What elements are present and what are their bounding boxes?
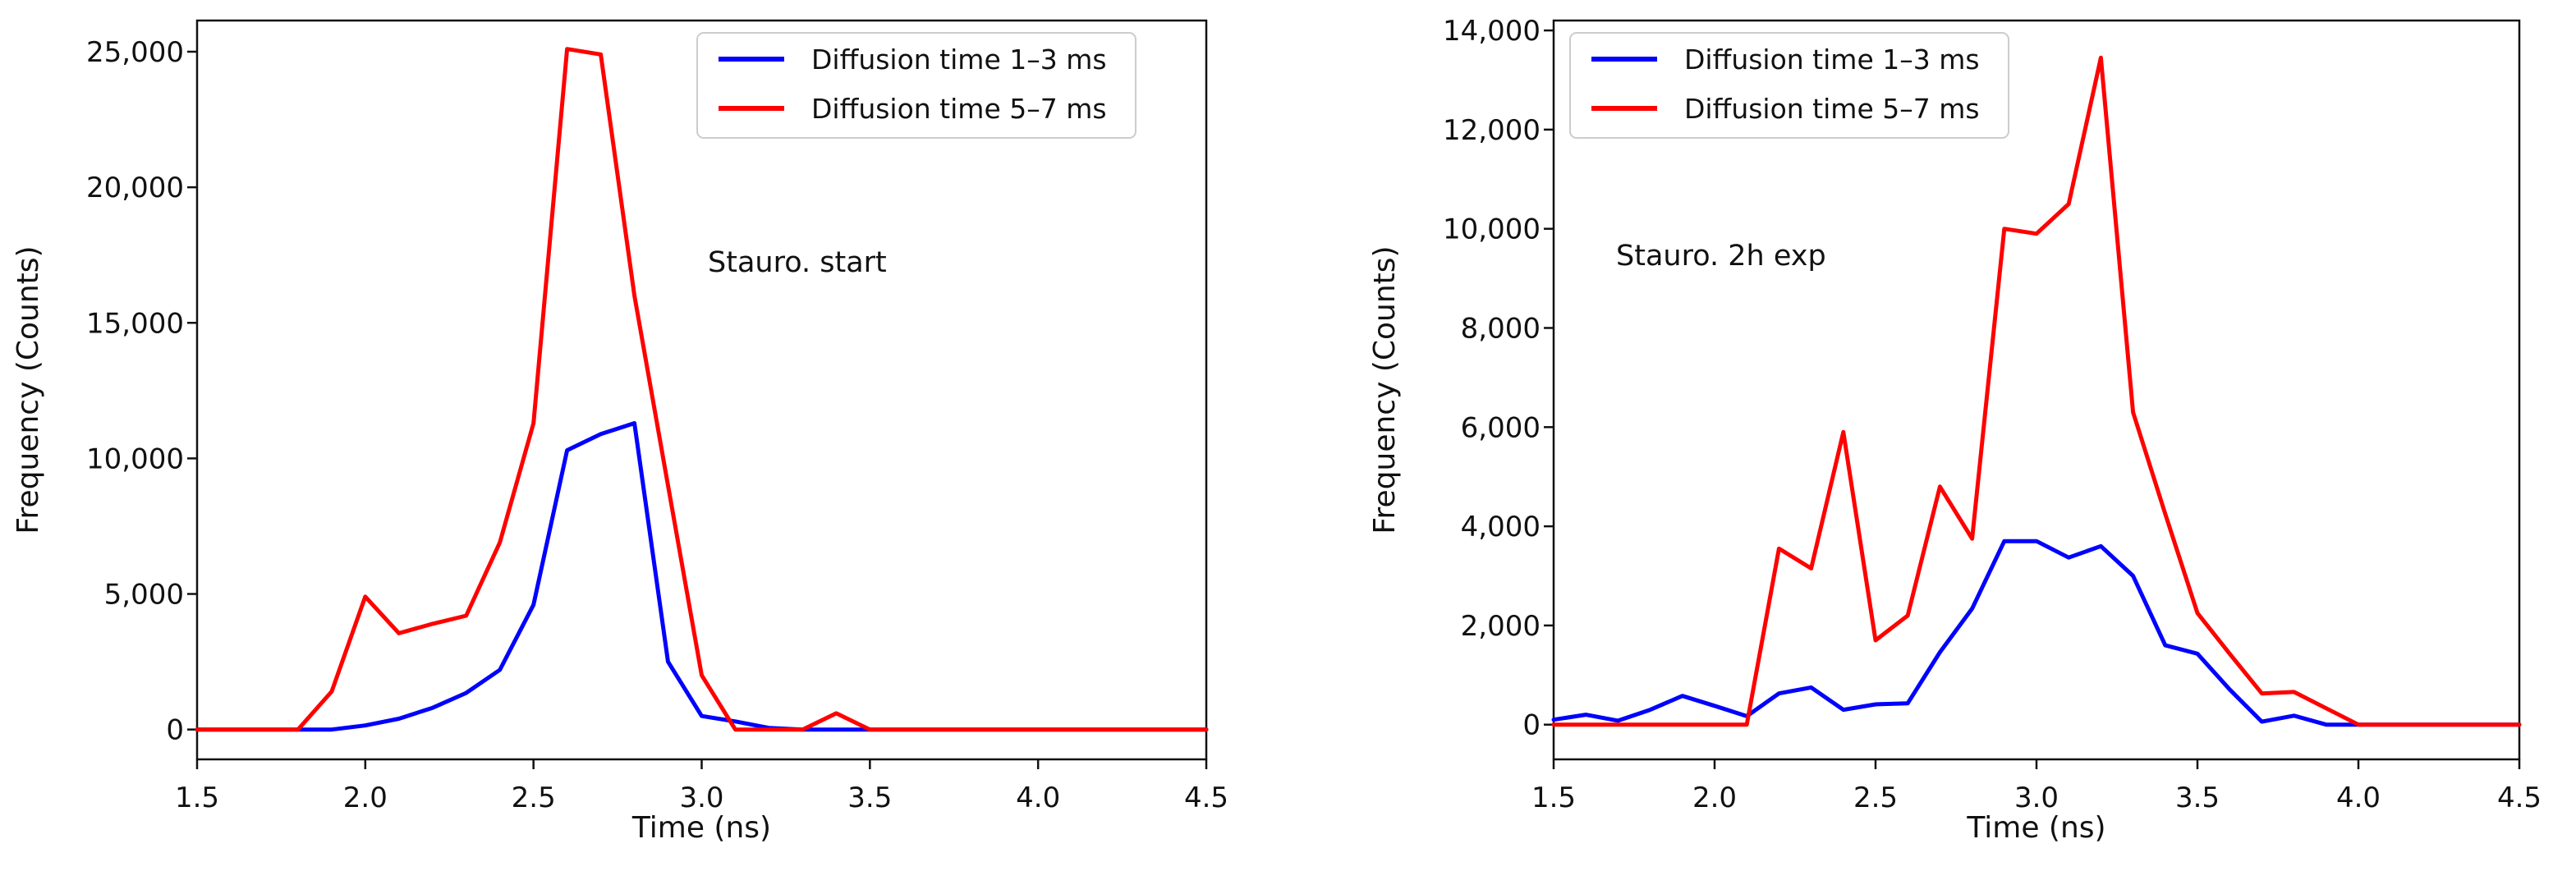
legend-box — [696, 32, 1136, 139]
x-tick-label: 4.5 — [2497, 782, 2542, 814]
x-tick-label: 3.0 — [679, 782, 723, 814]
y-tick-label: 15,000 — [86, 307, 184, 340]
x-tick-label: 4.0 — [1016, 782, 1060, 814]
series-line-diffusion-5-7ms — [1551, 55, 2522, 727]
y-axis-label: Frequency (Counts) — [1368, 245, 1402, 534]
y-tick-label: 4,000 — [1461, 511, 1541, 543]
x-tick-label: 3.0 — [2014, 782, 2059, 814]
legend-label: Diffusion time 1–3 ms — [811, 44, 1107, 76]
y-tick-label: 2,000 — [1461, 610, 1541, 643]
annotation-text: Stauro. start — [708, 246, 887, 279]
x-tick-label: 1.5 — [1531, 782, 1576, 814]
y-tick-label: 8,000 — [1461, 312, 1541, 345]
x-tick-label: 2.0 — [343, 782, 388, 814]
y-tick-label: 10,000 — [1443, 213, 1541, 246]
x-tick-label: 2.0 — [1692, 782, 1737, 814]
x-axis-label: Time (ns) — [1966, 811, 2105, 845]
y-tick-label: 14,000 — [1443, 15, 1541, 48]
legend-label: Diffusion time 5–7 ms — [1684, 93, 1980, 125]
series-line-diffusion-5-7ms — [195, 47, 1209, 732]
legend-label: Diffusion time 5–7 ms — [811, 93, 1107, 125]
annotation-text: Stauro. 2h exp — [1616, 240, 1826, 273]
x-tick-label: 3.5 — [2175, 782, 2220, 814]
y-tick-label: 12,000 — [1443, 114, 1541, 147]
x-tick-label: 3.5 — [847, 782, 892, 814]
y-tick-label: 20,000 — [86, 172, 184, 204]
x-tick-label: 2.5 — [1853, 782, 1898, 814]
y-tick-label: 25,000 — [86, 36, 184, 69]
x-tick-label: 2.5 — [512, 782, 556, 814]
x-tick-label: 4.0 — [2336, 782, 2381, 814]
series-line-diffusion-1-3ms — [195, 421, 1209, 732]
y-tick-label: 0 — [1522, 709, 1541, 742]
y-axis-label: Frequency (Counts) — [11, 245, 45, 534]
y-tick-label: 0 — [166, 714, 184, 747]
y-tick-label: 10,000 — [86, 442, 184, 475]
legend-box — [1569, 32, 2009, 139]
legend-label: Diffusion time 1–3 ms — [1684, 44, 1980, 76]
x-axis-label: Time (ns) — [631, 811, 771, 845]
series-line-diffusion-1-3ms — [1551, 539, 2522, 727]
y-tick-label: 5,000 — [104, 579, 184, 612]
x-tick-label: 1.5 — [175, 782, 219, 814]
x-tick-label: 4.5 — [1184, 782, 1228, 814]
y-tick-label: 6,000 — [1461, 411, 1541, 444]
